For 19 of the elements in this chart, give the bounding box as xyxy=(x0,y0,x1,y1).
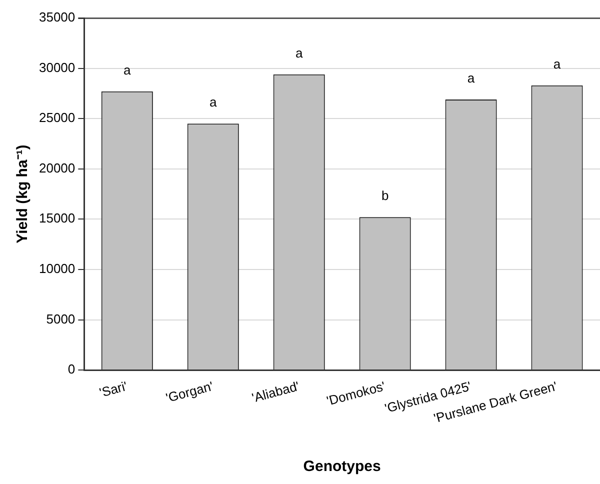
x-tick-label: 'Sari' xyxy=(98,378,129,400)
annotation: a xyxy=(124,62,132,78)
y-tick-label: 35000 xyxy=(38,10,76,25)
y-tick-label: 30000 xyxy=(38,60,76,75)
x-tick-label: 'Gorgan' xyxy=(164,378,215,406)
annotation: a xyxy=(295,45,304,60)
y-tick-label: 10000 xyxy=(38,261,76,276)
annotation: a xyxy=(209,94,218,110)
y-tick-label: 20000 xyxy=(38,160,76,176)
y-tick-label: 15000 xyxy=(38,210,76,226)
y-tick-label: 25000 xyxy=(38,110,76,126)
annotation: b xyxy=(381,188,389,204)
x-tick-label: 'Aliabad' xyxy=(250,378,301,406)
y-tick-label: 0 xyxy=(68,362,76,377)
annotation: a xyxy=(467,70,476,86)
x-axis-title: Genotypes xyxy=(303,458,381,476)
y-axis-title: Yield (kg ha⁻¹) xyxy=(14,144,32,244)
y-tick-label: 5000 xyxy=(46,311,76,326)
annotation: a xyxy=(553,56,562,72)
